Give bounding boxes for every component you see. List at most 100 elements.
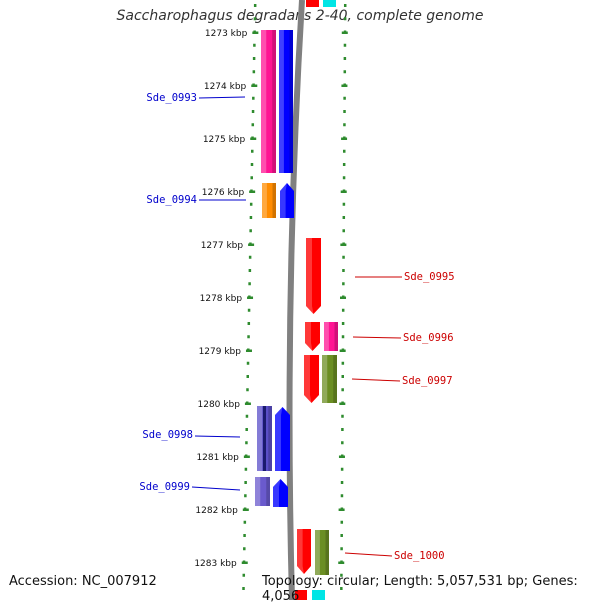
ring-dot bbox=[341, 361, 345, 365]
ring-dot bbox=[251, 149, 254, 153]
label-sde-0994: Sde_0994 bbox=[146, 194, 197, 206]
major-tick bbox=[339, 402, 346, 405]
label-sde-0995: Sde_0995 bbox=[404, 271, 455, 283]
ring-dot bbox=[245, 441, 248, 445]
ring-dot bbox=[343, 70, 347, 74]
ring-dot bbox=[341, 441, 344, 445]
ring-dot bbox=[242, 587, 245, 590]
ring-dot bbox=[340, 587, 343, 590]
ring-dot bbox=[253, 17, 257, 21]
genome-backbone bbox=[286, 0, 305, 600]
feature-sde-0998-stripe bbox=[263, 406, 266, 471]
feature-sde-0997-outer bbox=[322, 355, 337, 403]
major-tick bbox=[339, 349, 346, 352]
major-tick bbox=[247, 296, 254, 299]
major-tick bbox=[338, 508, 345, 511]
ring-dot bbox=[343, 4, 347, 7]
feature-sde-0993-outer bbox=[261, 30, 276, 173]
major-tick bbox=[338, 561, 345, 564]
major-tick bbox=[252, 31, 259, 34]
top-cyan-feature-fragment bbox=[323, 0, 336, 7]
ring-dot bbox=[343, 57, 347, 60]
major-tick bbox=[340, 243, 347, 246]
ring-dot bbox=[252, 96, 255, 100]
ring-dot bbox=[245, 414, 249, 418]
kbp-tick-label: 1274 kbp bbox=[204, 82, 247, 92]
ring-dot bbox=[247, 322, 251, 325]
kbp-tick-label: 1282 kbp bbox=[195, 506, 238, 516]
top-red-feature-fragment bbox=[306, 0, 319, 7]
feature-sde-0999-inner bbox=[273, 479, 288, 507]
ring-dot bbox=[340, 534, 343, 537]
major-tick bbox=[251, 84, 258, 87]
bottom-cyan-feature-fragment bbox=[312, 590, 325, 600]
feature-sde-0994-inner bbox=[280, 183, 294, 218]
accession-text: Accession: NC_007912 bbox=[9, 574, 157, 589]
ring-dot bbox=[249, 229, 252, 233]
gene-labels: Sde_0993 Sde_0994 Sde_0998 Sde_0999 Sde_0995… bbox=[139, 92, 454, 562]
ring-dot bbox=[340, 481, 344, 484]
ring-dot bbox=[250, 176, 253, 180]
ring-dot bbox=[341, 308, 345, 312]
ring-dot bbox=[343, 43, 347, 47]
bottom-red-feature-fragment bbox=[295, 590, 307, 600]
ring-dot bbox=[343, 110, 346, 113]
ring-dot bbox=[251, 123, 255, 127]
major-tick bbox=[243, 455, 250, 458]
kbp-tick-label: 1276 kbp bbox=[202, 188, 245, 198]
ring-dot bbox=[248, 282, 251, 286]
ring-dot bbox=[341, 428, 344, 431]
ring-dot bbox=[342, 282, 345, 286]
feature-sde-0996-outer bbox=[324, 322, 338, 351]
feature-sde-0995-inner bbox=[306, 238, 321, 314]
feature-sde-0996-inner bbox=[305, 322, 320, 351]
label-sde-0993: Sde_0993 bbox=[146, 92, 197, 104]
major-tick bbox=[242, 508, 249, 511]
label-sde-0999: Sde_0999 bbox=[139, 481, 190, 493]
ring-dot bbox=[244, 481, 247, 484]
ring-dot bbox=[250, 163, 254, 166]
major-tick bbox=[249, 190, 256, 193]
kbp-tick-label: 1279 kbp bbox=[199, 347, 242, 357]
kbp-tick-label: 1275 kbp bbox=[203, 135, 246, 145]
ring-dot bbox=[248, 255, 252, 259]
kbp-ruler: 1273 kbp 1274 kbp 1275 kbp 1276 kbp 1277 kbp… bbox=[194, 29, 348, 569]
major-tick bbox=[340, 296, 347, 299]
ring-dot bbox=[343, 149, 346, 153]
feature-sde-0997-inner bbox=[304, 355, 319, 403]
ring-dot bbox=[242, 573, 246, 577]
major-tick bbox=[248, 243, 255, 246]
major-tick bbox=[245, 349, 252, 352]
label-sde-0997-leader bbox=[351, 378, 401, 382]
ring-dot bbox=[247, 335, 250, 339]
ring-dot bbox=[342, 255, 345, 259]
major-tick bbox=[241, 561, 248, 564]
label-sde-1000-leader bbox=[344, 552, 393, 557]
label-sde-0999-leader bbox=[191, 486, 241, 491]
ring-dot bbox=[243, 520, 247, 524]
label-sde-0996: Sde_0996 bbox=[403, 332, 454, 344]
ring-dot bbox=[342, 163, 346, 166]
ring-dot bbox=[343, 96, 346, 100]
ring-dot bbox=[340, 494, 344, 498]
major-tick bbox=[340, 190, 347, 193]
kbp-tick-label: 1281 kbp bbox=[196, 453, 239, 463]
ring-dot bbox=[244, 467, 248, 471]
feature-sde-0994-outer bbox=[262, 183, 276, 218]
ring-dot bbox=[343, 123, 346, 127]
ring-dot bbox=[340, 547, 343, 551]
ring-dot bbox=[244, 494, 247, 498]
feature-sde-0993-inner bbox=[279, 30, 293, 173]
feature-sde-0998-inner bbox=[275, 407, 290, 471]
ring-dot bbox=[342, 202, 346, 206]
major-tick bbox=[341, 84, 348, 87]
ring-dot bbox=[246, 375, 249, 378]
feature-sde-0999-outer bbox=[255, 477, 270, 506]
label-sde-0996-leader bbox=[352, 336, 402, 339]
ring-dot bbox=[248, 269, 252, 272]
feature-sde-1000-inner bbox=[297, 529, 311, 574]
ring-dot bbox=[341, 388, 344, 392]
major-tick bbox=[341, 31, 348, 34]
ring-dot bbox=[243, 547, 246, 551]
